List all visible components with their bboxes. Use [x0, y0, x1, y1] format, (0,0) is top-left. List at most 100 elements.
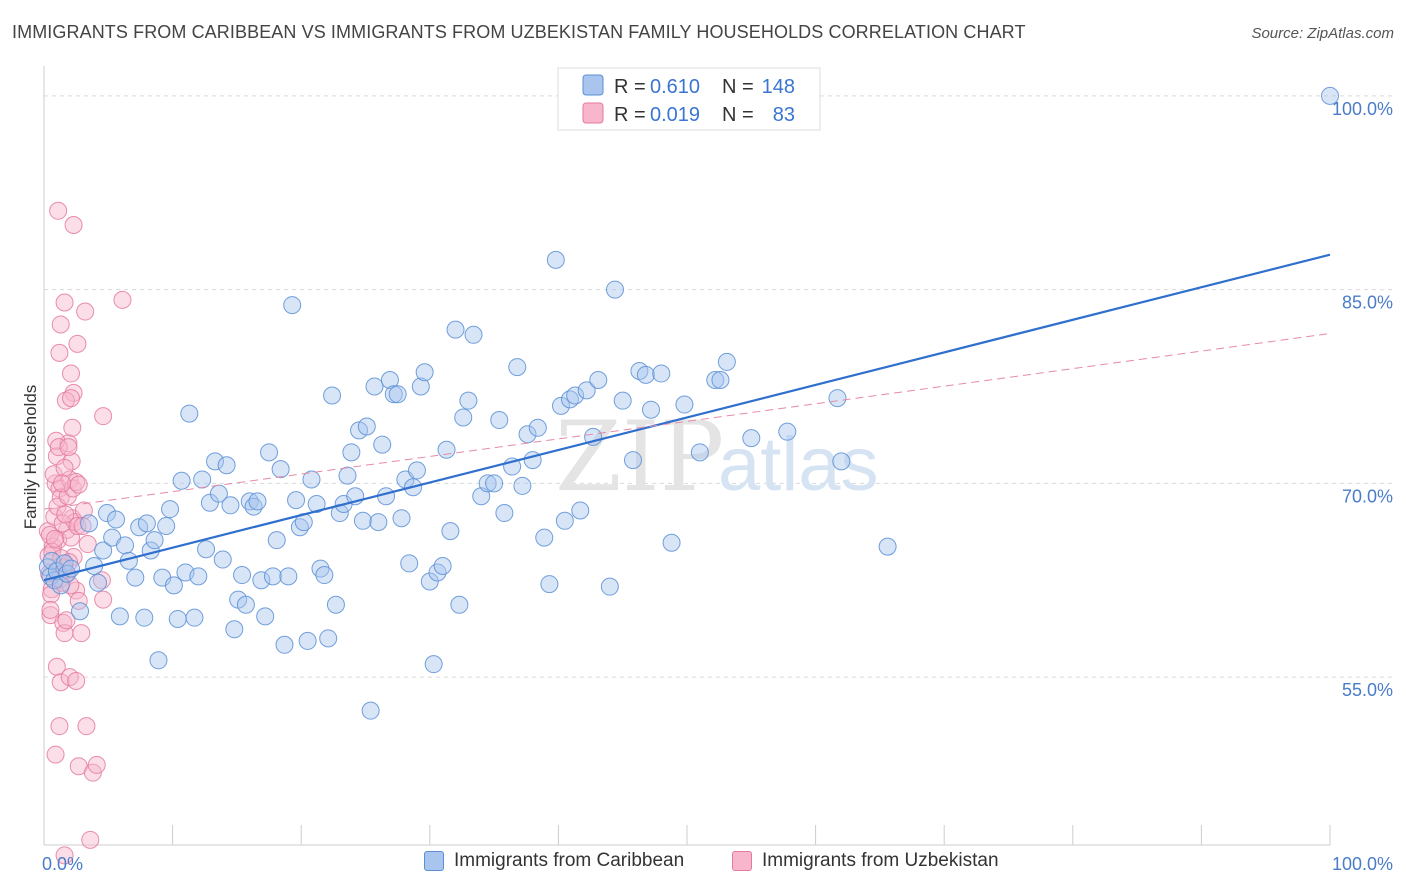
- caribbean-point-118: [540, 575, 559, 594]
- caribbean-point-143: [778, 422, 797, 441]
- caribbean-point-69: [319, 629, 338, 648]
- x-tick-labels: 0.0% 100.0%: [42, 854, 1393, 874]
- caribbean-point-51: [248, 492, 267, 511]
- uzbekistan-point-18: [62, 528, 81, 547]
- caribbean-point-104: [459, 391, 478, 410]
- caribbean-point-92: [407, 461, 426, 480]
- caribbean-trend-line: [43, 253, 1331, 582]
- uzbekistan-point-56: [63, 418, 82, 437]
- caribbean-point-140: [711, 371, 730, 389]
- uzbekistan-point-79: [81, 830, 100, 849]
- caribbean-point-94: [415, 363, 434, 382]
- uzbekistan-point-36: [56, 505, 75, 524]
- uzbekistan-point-62: [68, 516, 87, 535]
- uzbekistan-point-44: [64, 216, 83, 234]
- caribbean-point-28: [157, 516, 176, 535]
- caribbean-point-139: [706, 371, 725, 389]
- legend-swatch-caribbean: [582, 74, 604, 96]
- caribbean-point-34: [180, 404, 199, 423]
- caribbean-point-147: [832, 452, 851, 471]
- caribbean-point-36: [189, 567, 208, 586]
- caribbean-point-56: [267, 531, 286, 550]
- caribbean-point-110: [495, 504, 514, 523]
- caribbean-point-127: [589, 371, 608, 389]
- legend-n-label-1: N =: [722, 76, 754, 98]
- caribbean-point-38: [197, 540, 216, 559]
- caribbean-point-13: [94, 541, 113, 560]
- caribbean-point-142: [742, 429, 761, 448]
- caribbean-point-35: [185, 608, 204, 627]
- legend-n-value-1: 148: [762, 76, 795, 98]
- caribbean-point-129: [605, 280, 624, 299]
- series-swatch-uzbekistan: [732, 851, 752, 871]
- caribbean-point-113: [513, 476, 532, 495]
- caribbean-point-116: [528, 418, 547, 437]
- uzbekistan-point-68: [47, 657, 66, 676]
- y-tick-label-0: 55.0%: [1342, 680, 1393, 700]
- caribbean-point-29: [161, 500, 180, 519]
- series-legend-caribbean: Immigrants from Caribbean: [424, 850, 684, 872]
- caribbean-point-71: [326, 595, 345, 614]
- uzbekistan-point-74: [46, 745, 65, 764]
- caribbean-point-146: [1321, 86, 1339, 105]
- caribbean-point-87: [388, 385, 407, 404]
- uzbekistan-point-45: [51, 315, 70, 334]
- uzbekistan-point-41: [62, 452, 81, 471]
- caribbean-point-85: [380, 371, 399, 389]
- caribbean-point-42: [213, 550, 232, 569]
- caribbean-point-55: [263, 567, 282, 586]
- caribbean-point-40: [206, 452, 225, 471]
- caribbean-point-60: [283, 296, 302, 315]
- caribbean-point-90: [400, 554, 419, 573]
- stats-legend: R = 0.610 N = 148 R = 0.019 N = 83: [557, 67, 821, 131]
- caribbean-point-120: [551, 396, 570, 415]
- caribbean-point-52: [252, 571, 271, 590]
- caribbean-point-98: [433, 557, 452, 575]
- uzbekistan-point-81: [59, 438, 78, 457]
- caribbean-point-75: [342, 443, 361, 462]
- legend-n-value-2: 83: [773, 104, 795, 126]
- caribbean-point-61: [287, 491, 306, 510]
- series-legend-uzbekistan: Immigrants from Uzbekistan: [732, 850, 999, 872]
- caribbean-point-37: [193, 470, 212, 489]
- series-label-caribbean: Immigrants from Caribbean: [454, 850, 685, 871]
- caribbean-point-133: [636, 365, 655, 384]
- uzbekistan-point-37: [57, 611, 76, 630]
- caribbean-point-74: [338, 466, 357, 485]
- caribbean-point-12: [89, 573, 108, 592]
- legend-swatch-uzbekistan: [582, 102, 604, 124]
- uzbekistan-point-57: [55, 458, 74, 477]
- caribbean-point-20: [126, 568, 145, 587]
- caribbean-point-102: [450, 595, 469, 614]
- caribbean-point-82: [369, 513, 388, 532]
- uzbekistan-point-73: [77, 717, 96, 736]
- source-credit: Source: ZipAtlas.com: [1251, 25, 1394, 42]
- caribbean-point-119: [546, 250, 565, 269]
- y-axis-label: Family Households: [21, 385, 40, 530]
- caribbean-point-68: [315, 566, 334, 585]
- uzbekistan-point-55: [94, 407, 113, 426]
- caribbean-point-100: [441, 522, 460, 541]
- caribbean-point-79: [357, 417, 376, 436]
- caribbean-point-66: [307, 495, 326, 513]
- legend-r-value-2: 0.019: [650, 104, 700, 126]
- uzbekistan-point-53: [56, 391, 75, 410]
- uzbekistan-point-59: [53, 474, 72, 493]
- caribbean-point-99: [437, 440, 456, 459]
- uzbekistan-point-31: [49, 438, 68, 457]
- y-tick-labels: 55.0% 70.0% 85.0% 100.0%: [1332, 99, 1393, 700]
- caribbean-point-25: [145, 531, 164, 550]
- caribbean-point-48: [236, 595, 255, 614]
- caribbean-point-105: [464, 325, 483, 344]
- uzbekistan-point-43: [49, 201, 68, 220]
- caribbean-point-30: [164, 576, 183, 595]
- caribbean-point-124: [571, 501, 590, 520]
- caribbean-point-96: [424, 655, 443, 674]
- caribbean-point-130: [613, 391, 632, 410]
- caribbean-point-88: [392, 509, 411, 528]
- caribbean-point-137: [675, 395, 694, 414]
- legend-r-value-1: 0.610: [650, 76, 700, 98]
- caribbean-point-18: [116, 536, 135, 555]
- uzbekistan-point-60: [69, 475, 88, 494]
